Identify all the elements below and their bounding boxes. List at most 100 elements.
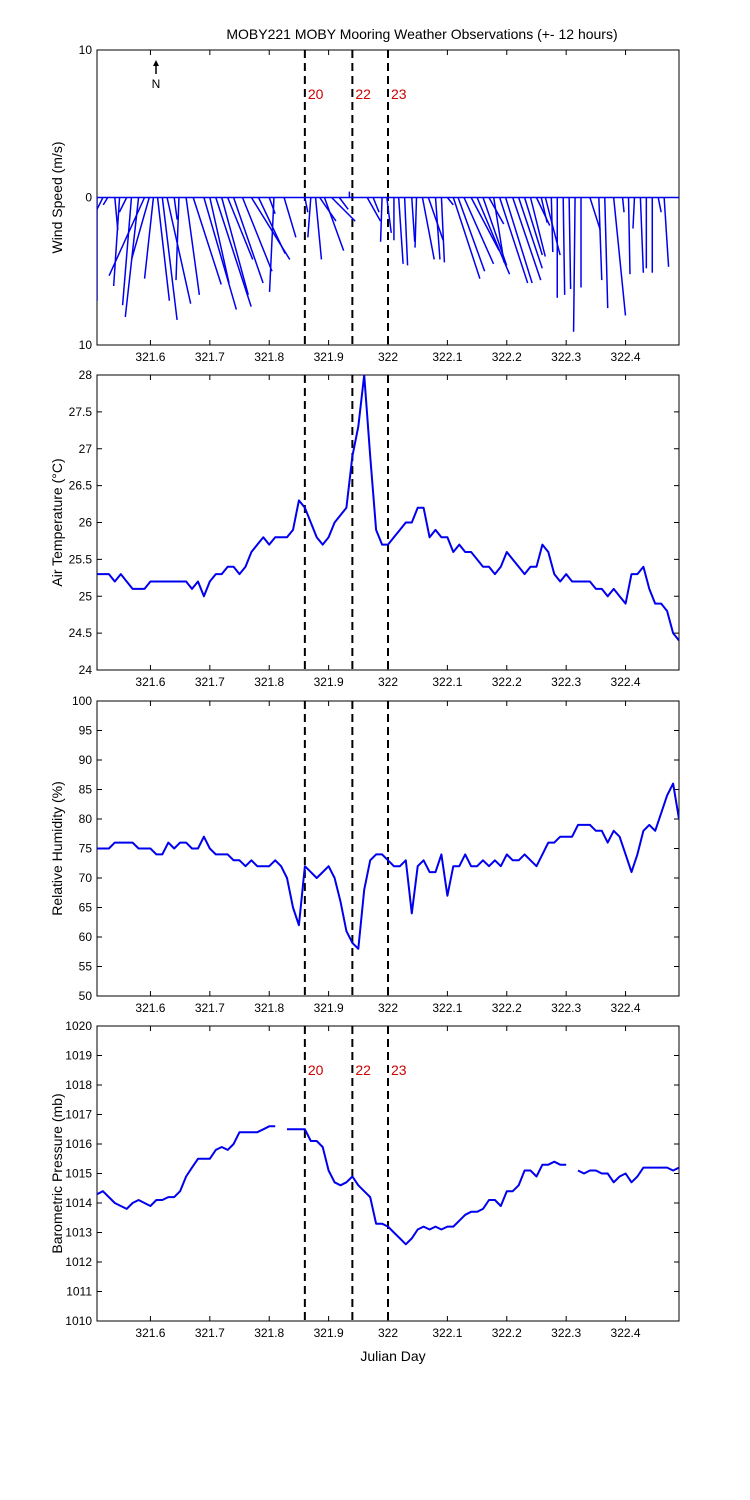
x-tick-label: 321.7: [195, 1001, 225, 1015]
wind-stick: [161, 197, 178, 321]
x-tick-label: 321.7: [195, 1326, 225, 1340]
wind-stick: [97, 197, 104, 212]
x-tick-label: 321.6: [135, 1001, 165, 1015]
x-tick-label: 322.2: [492, 350, 522, 364]
wind-stick: [121, 197, 133, 306]
y-tick-label: 1010: [65, 1314, 92, 1328]
wind-stick: [612, 197, 627, 316]
wind-stick: [268, 197, 275, 292]
wind-stick: [173, 197, 178, 220]
y-tick-label: 55: [79, 960, 93, 974]
wind-stick: [118, 197, 128, 213]
y-tick-label: 27.5: [69, 405, 93, 419]
x-tick-label: 321.7: [195, 350, 225, 364]
wind-stick: [470, 197, 500, 251]
wind-stick: [130, 197, 150, 260]
wind-stick: [463, 197, 495, 265]
wind-stick: [331, 196, 356, 222]
series-line-2: [287, 1128, 567, 1246]
wind-stick: [268, 197, 276, 214]
panel-2: 24 24.5 25 25.5 26 26.5 27 27.5 28 321.6 321.7 321.…: [49, 368, 680, 689]
figure-title: MOBY221 MOBY Mooring Weather Observation…: [226, 26, 617, 42]
event-label: 23: [391, 1062, 407, 1078]
wind-stick: [427, 197, 444, 241]
y-tick-label: 25.5: [69, 552, 93, 566]
x-tick-label: 321.9: [314, 1326, 344, 1340]
wind-stick: [504, 197, 533, 284]
wind-stick: [639, 197, 645, 273]
wind-stick: [166, 197, 192, 304]
wind-stick: [314, 197, 323, 260]
panel-4: 1010 1011 1012 1013 1014 1015 1016 1017 1018 1019…: [49, 1019, 680, 1340]
wind-stick: [550, 197, 554, 253]
wind-stick: [572, 197, 576, 332]
wind-stick: [232, 197, 264, 284]
x-tick-label: 322.1: [432, 1326, 462, 1340]
wind-stick: [112, 197, 121, 287]
y-tick-label: 65: [79, 901, 93, 915]
event-label: 23: [391, 86, 407, 102]
y-axis-label: Air Temperature (°C): [49, 458, 65, 586]
wind-stick: [434, 197, 441, 260]
wind-stick: [338, 197, 349, 210]
series-line-3: [577, 1166, 679, 1184]
north-label: N: [152, 77, 161, 91]
y-tick-label: 26.5: [69, 479, 93, 493]
y-tick-label: 1016: [65, 1137, 92, 1151]
x-tick-label: 321.7: [195, 675, 225, 689]
y-tick-label: 1017: [65, 1108, 92, 1122]
x-tick-label: 321.6: [135, 350, 165, 364]
y-tick-label: 70: [79, 871, 93, 885]
x-tick-label: 322: [378, 350, 398, 364]
x-tick-label: 321.8: [254, 1001, 284, 1015]
x-tick-label: 322.3: [551, 350, 581, 364]
wind-stick: [589, 197, 601, 231]
wind-stick: [102, 197, 109, 206]
panel-1: 10 0 10 321.6 321.7 321.8 321.9 322 322.1 322.2 32…: [49, 43, 680, 364]
wind-stick: [632, 197, 636, 229]
wind-stick: [257, 197, 286, 254]
x-tick-label: 321.6: [135, 675, 165, 689]
wind-stick: [529, 197, 547, 257]
x-tick-label: 321.8: [254, 1326, 284, 1340]
y-tick-label: 1011: [66, 1285, 92, 1299]
wind-stick: [220, 197, 249, 296]
event-label: 20: [308, 86, 324, 102]
wind-stick: [175, 197, 180, 281]
y-tick-label: 1012: [65, 1255, 92, 1269]
x-tick-label: 322.4: [611, 675, 641, 689]
y-tick-label: 1015: [65, 1167, 92, 1181]
x-tick-label: 322.4: [611, 350, 641, 364]
wind-stick: [598, 197, 603, 281]
wind-stick: [452, 197, 481, 279]
y-tick-label: 0: [85, 191, 92, 205]
event-label: 20: [308, 1062, 324, 1078]
wind-stick: [663, 197, 670, 267]
wind-stick: [108, 197, 146, 276]
wind-stick: [604, 197, 609, 309]
wind-stick: [540, 197, 548, 223]
y-tick-label: 10: [79, 43, 93, 57]
x-tick-label: 322.2: [492, 1326, 522, 1340]
wind-stick: [241, 197, 273, 272]
y-axis-label: Wind Speed (m/s): [49, 141, 65, 253]
x-tick-label: 321.8: [254, 675, 284, 689]
y-tick-label: 100: [72, 694, 92, 708]
x-tick-label: 322: [378, 1001, 398, 1015]
wind-stick: [386, 197, 392, 233]
wind-stick: [568, 197, 572, 289]
wind-stick: [403, 197, 409, 266]
y-tick-label: 90: [79, 753, 93, 767]
y-tick-label: 1018: [65, 1078, 92, 1092]
panels: 100 10 321.6 321.7 321.8 321.9 322 322.1 322.2 32…: [49, 43, 680, 1340]
wind-stick: [226, 197, 254, 260]
y-tick-label: 27: [79, 442, 93, 456]
y-tick-label: 1020: [65, 1019, 92, 1033]
y-tick-label: 25: [79, 589, 93, 603]
wind-stick: [372, 197, 380, 213]
wind-stick: [498, 197, 529, 284]
plot-area: [97, 1125, 679, 1246]
x-axis-label: Julian Day: [360, 1348, 425, 1364]
wind-stick: [185, 197, 201, 295]
